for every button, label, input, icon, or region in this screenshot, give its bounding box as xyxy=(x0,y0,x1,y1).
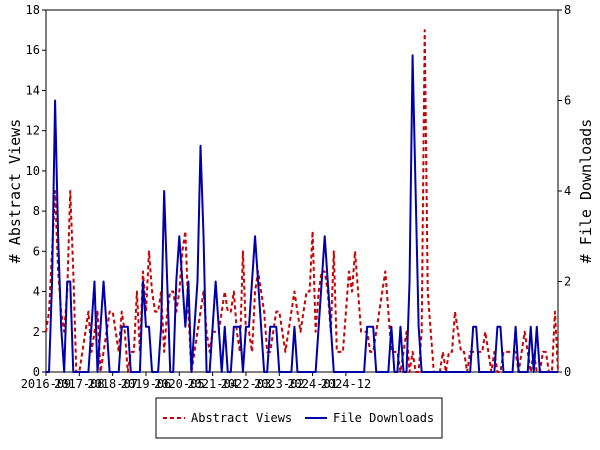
left-tick-label: 0 xyxy=(33,365,40,379)
x-tick-label: 2022-03 xyxy=(221,377,272,391)
left-y-axis: 0 2 4 6 8 10 12 14 16 18 xyxy=(26,3,46,379)
x-axis: 2016-092017-082018-072019-062020-052021-… xyxy=(21,372,372,391)
x-tick-label: 2018-07 xyxy=(87,377,138,391)
left-y-axis-title: # Abstract Views xyxy=(6,119,24,264)
x-tick-label: 2021-04 xyxy=(187,377,238,391)
x-tick-label: 2024-01 xyxy=(287,377,338,391)
left-tick-label: 16 xyxy=(26,43,40,57)
plot-area xyxy=(45,9,559,373)
right-tick-label: 2 xyxy=(564,275,571,289)
left-tick-label: 4 xyxy=(33,285,40,299)
x-tick-label: 2024-12 xyxy=(321,377,372,391)
left-tick-label: 12 xyxy=(26,124,40,138)
legend-file-downloads-label: File Downloads xyxy=(333,411,434,425)
x-tick-label: 2023-02 xyxy=(254,377,305,391)
right-y-axis-title: # File Downloads xyxy=(577,119,595,264)
left-tick-label: 10 xyxy=(26,164,40,178)
right-tick-label: 8 xyxy=(564,3,571,17)
left-tick-label: 8 xyxy=(33,204,40,218)
x-tick-label: 2017-08 xyxy=(54,377,105,391)
legend-abstract-views-label: Abstract Views xyxy=(191,411,292,425)
right-tick-label: 4 xyxy=(564,184,571,198)
left-tick-label: 6 xyxy=(33,244,40,258)
series-layer xyxy=(45,29,559,373)
left-tick-label: 14 xyxy=(26,83,40,97)
series-line-abstract-views xyxy=(45,29,559,373)
legend-box xyxy=(155,397,443,439)
right-y-axis: 0 2 4 6 8 xyxy=(558,3,571,379)
left-tick-label: 18 xyxy=(26,3,40,17)
x-tick-label: 2019-06 xyxy=(121,377,172,391)
legend: Abstract Views File Downloads xyxy=(155,397,443,439)
x-tick-label: 2016-09 xyxy=(21,377,72,391)
left-tick-label: 2 xyxy=(33,325,40,339)
right-tick-label: 0 xyxy=(564,365,571,379)
series-line-file-downloads xyxy=(46,54,558,373)
x-tick-label: 2020-05 xyxy=(154,377,205,391)
right-tick-label: 6 xyxy=(564,94,571,108)
